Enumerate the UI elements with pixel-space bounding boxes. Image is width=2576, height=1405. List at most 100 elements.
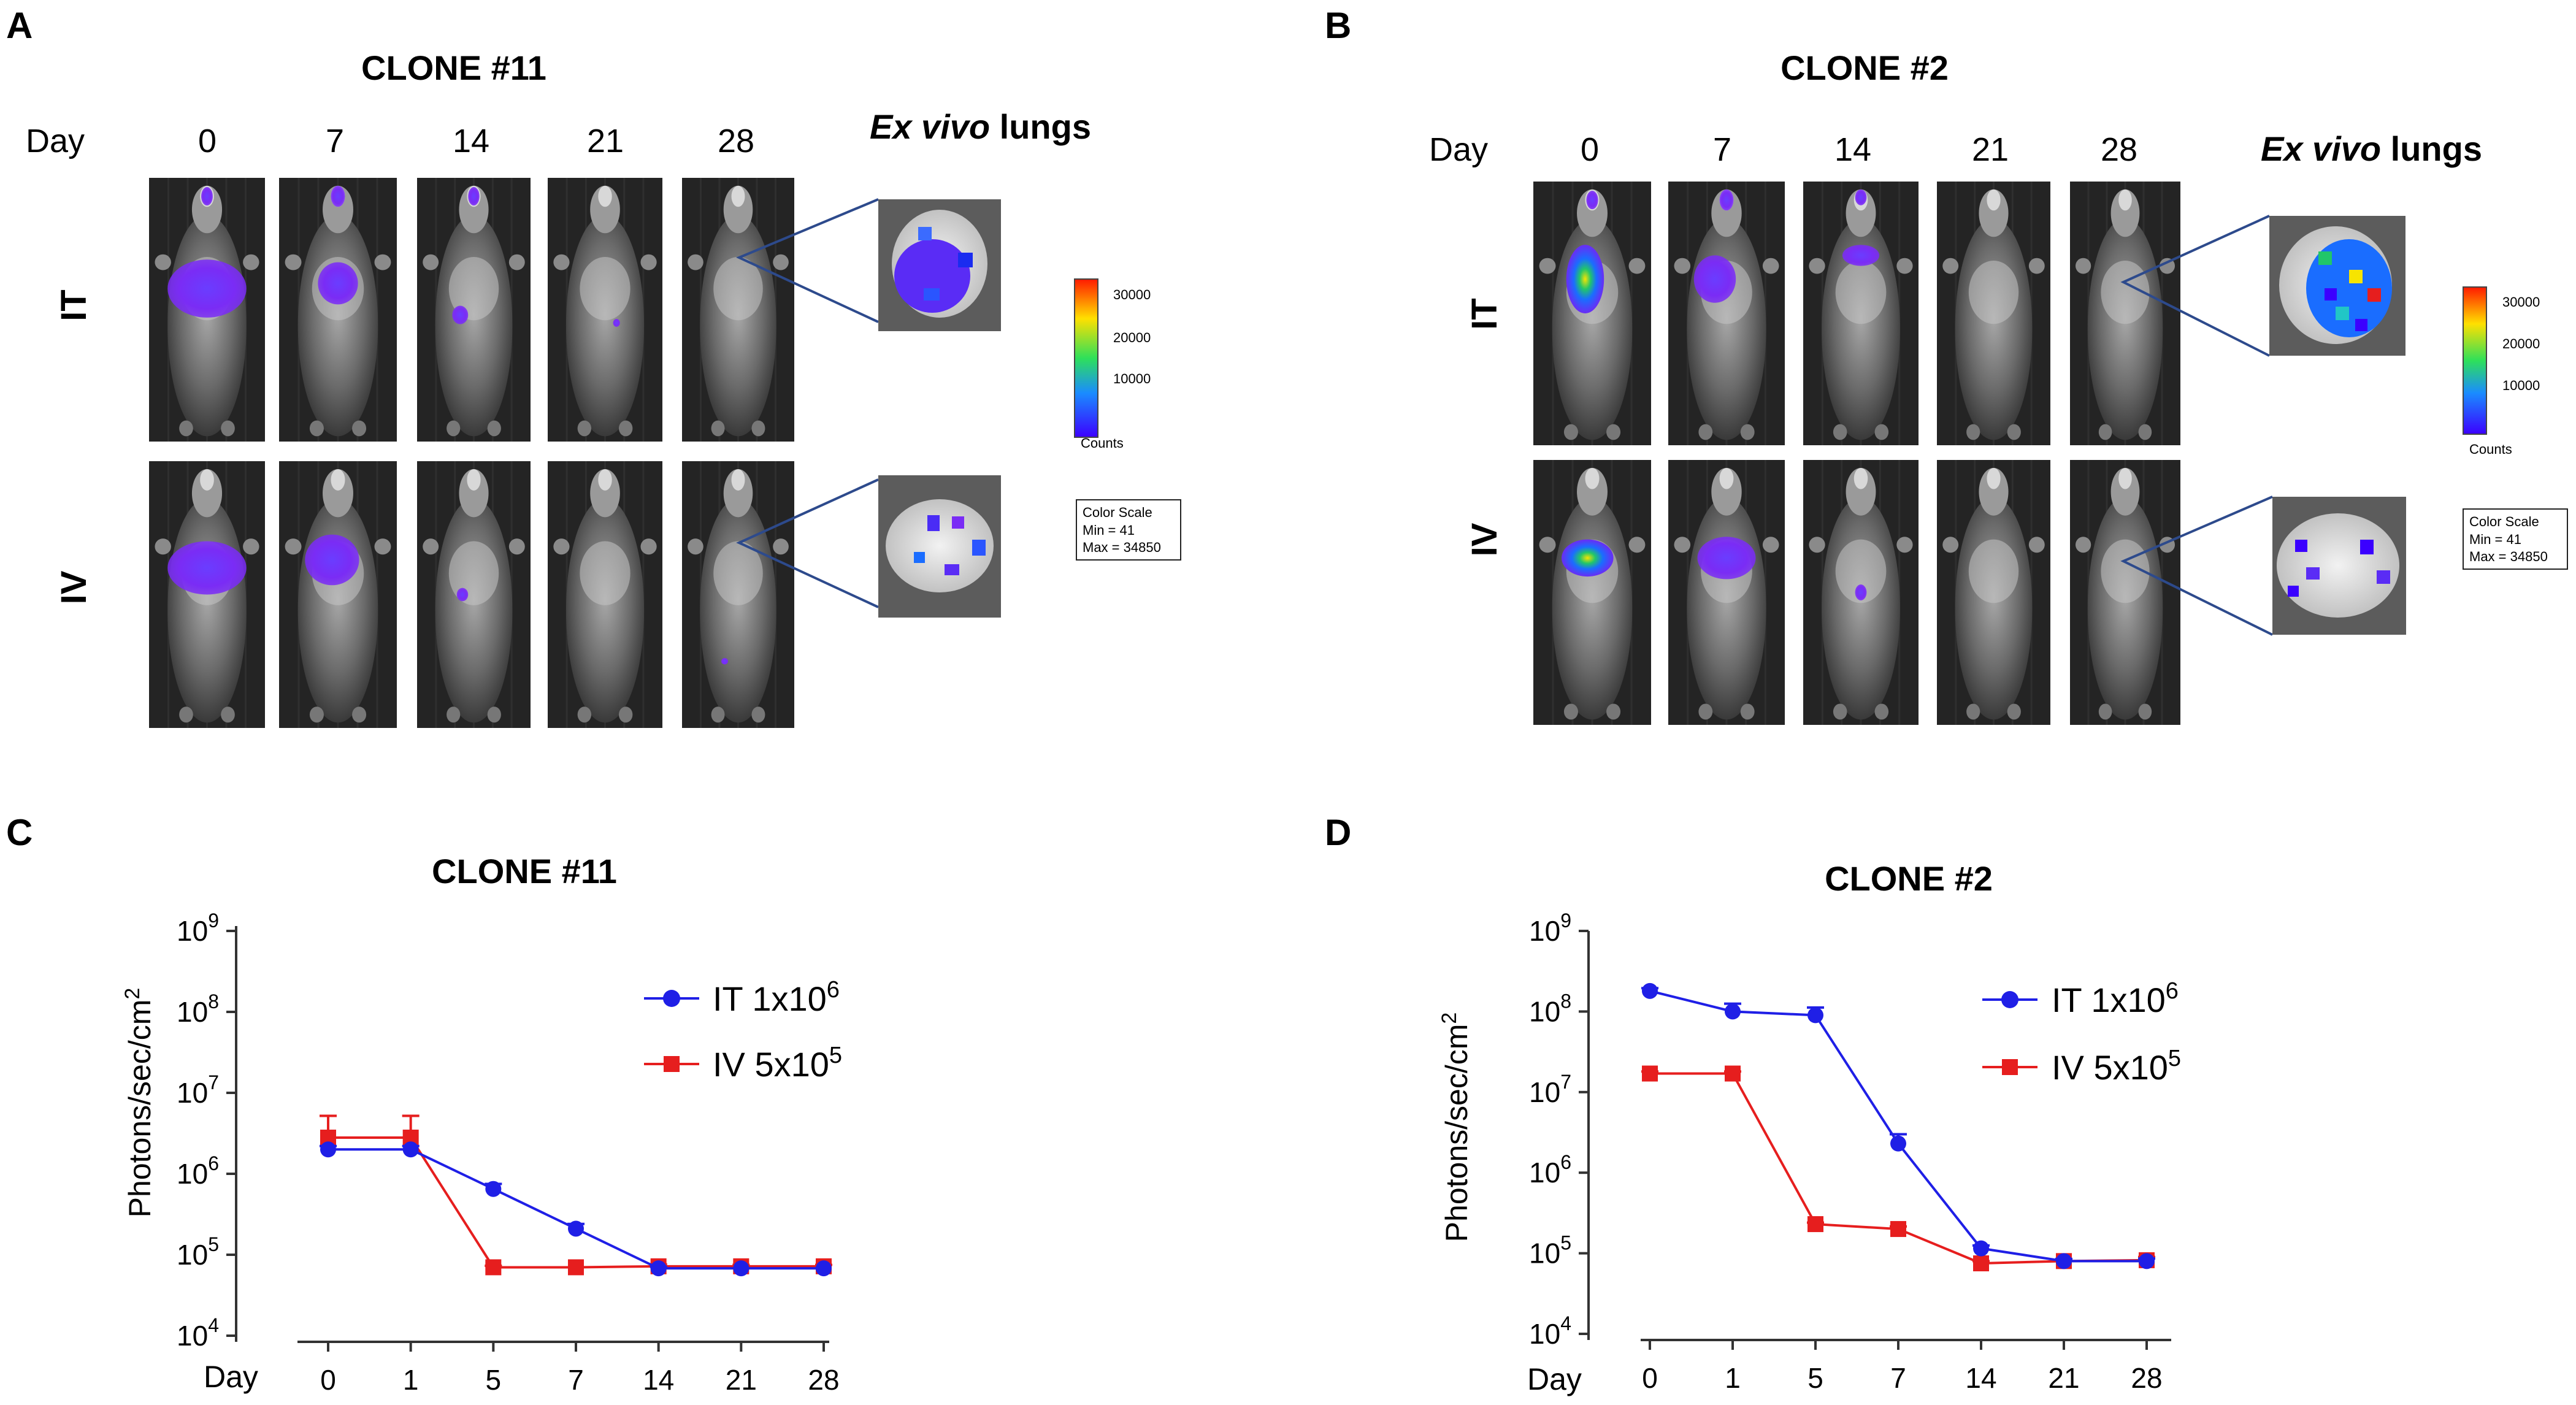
panel-a-day-7: 7 <box>326 123 344 159</box>
chart-c-it-point <box>568 1220 584 1237</box>
panel-b-route-it: IT <box>1465 298 1505 330</box>
panel-b-mouse-it-day-21 <box>1937 182 2050 445</box>
chart-d-ytick-label: 107 <box>1529 1071 1571 1108</box>
chart-c-xtick-label: 14 <box>643 1364 674 1396</box>
panel-a-ex-vivo-lung-iv <box>878 475 1001 618</box>
panel-a-mouse-it-day-7 <box>279 178 397 442</box>
chart-d-iv-point <box>1973 1255 1989 1272</box>
panel-a-mouse-it-day-28 <box>682 178 794 442</box>
panel-a-colorbar: 30000 20000 10000 Counts <box>1074 278 1151 451</box>
chart-d-it-point <box>1973 1240 1989 1257</box>
chart-c-ytick-label: 107 <box>177 1071 219 1109</box>
chart-d-xtick-label: 7 <box>1890 1362 1906 1394</box>
chart-d-it-point <box>1725 1003 1741 1020</box>
chart-d-ytick-label: 104 <box>1529 1312 1571 1350</box>
panel-b-ex-vivo-lung-it <box>2269 216 2405 356</box>
panel-b-ex-vivo-label: Ex vivo lungs <box>2261 129 2482 168</box>
panel-a: A CLONE #11 Day 0 7 14 21 28 Ex vivo lun… <box>6 5 1181 728</box>
chart-c-legend: IT 1x106 IV 5x105 <box>644 977 842 1084</box>
chart-c-xtick-label: 5 <box>486 1364 502 1396</box>
chart-c-it-point <box>320 1141 336 1158</box>
chart-d-iv-point <box>1890 1221 1906 1238</box>
panel-b-day-21: 21 <box>1972 131 2009 168</box>
chart-d-it-point <box>2056 1253 2072 1269</box>
panel-b-mouse-it-day-7 <box>1668 182 1785 445</box>
panel-a-route-it: IT <box>54 289 94 321</box>
chart-c-legend-it: IT 1x106 <box>713 977 840 1018</box>
panel-b-colorbar: 30000 20000 10000 Counts <box>2463 286 2540 457</box>
panel-a-mouse-it-day-14 <box>417 178 531 442</box>
panel-a-color-scale-max: Max = 34850 <box>1083 540 1161 555</box>
chart-d-xtick-label: 0 <box>1642 1362 1658 1394</box>
chart-d-yticks: 104 105 106 107 108 109 <box>1529 909 1589 1350</box>
panel-b-mouse-iv-day-28 <box>2070 460 2180 725</box>
panel-a-mouse-iv-day-14 <box>417 461 531 728</box>
panel-a-route-iv: IV <box>54 570 94 604</box>
chart-c-it-point <box>816 1260 832 1277</box>
panel-a-zoom-lines <box>736 198 879 608</box>
chart-c-legend-iv-marker <box>664 1056 680 1072</box>
panel-b-title: CLONE #2 <box>1781 48 1949 87</box>
panel-b-mouse-iv-day-0 <box>1533 460 1651 725</box>
panel-b-color-scale-min: Min = 41 <box>2469 532 2521 547</box>
chart-d-it-point <box>1890 1135 1906 1152</box>
chart-c-xtick-label: 28 <box>808 1364 839 1396</box>
chart-c-xtick-label: 1 <box>403 1364 419 1396</box>
chart-d-xtick-label: 21 <box>2048 1362 2079 1394</box>
panel-a-mouse-iv-day-7 <box>279 461 397 728</box>
panel-a-colorbar-tick-10000: 10000 <box>1113 371 1151 386</box>
chart-c-xtick-label: 0 <box>320 1364 336 1396</box>
chart-c-series-it-line <box>328 1148 824 1270</box>
panel-a-ex-vivo-lung-it <box>878 199 1001 331</box>
chart-c-yticks: 104 105 106 107 108 109 <box>177 909 236 1352</box>
panel-b-mouse-it-day-28 <box>2070 182 2180 445</box>
chart-d: CLONE #2 Photons/sec/cm2 104105106107108… <box>1438 859 2181 1396</box>
panel-b-mouse-it-day-0 <box>1533 182 1651 445</box>
chart-d-series-it-line <box>1649 989 2147 1263</box>
panel-a-mouse-iv-day-28 <box>682 461 794 728</box>
chart-d-iv-point <box>1642 1065 1658 1082</box>
panel-b-day-0: 0 <box>1581 131 1599 168</box>
chart-d-ytick-label: 109 <box>1529 909 1571 947</box>
panel-a-mouse-it-day-0 <box>149 178 265 442</box>
chart-c-iv-point <box>485 1259 502 1276</box>
chart-c-it-point <box>650 1260 667 1277</box>
chart-c-title: CLONE #11 <box>432 852 617 890</box>
chart-c-it-point <box>402 1141 419 1158</box>
panel-a-color-scale-title: Color Scale <box>1083 505 1152 520</box>
panel-a-colorbar-tick-20000: 20000 <box>1113 330 1151 345</box>
panel-a-mouse-grid <box>149 178 794 728</box>
panel-b-day-28: 28 <box>2101 131 2137 168</box>
panel-b-colorbar-tick-20000: 20000 <box>2502 336 2540 351</box>
panel-b-day-7: 7 <box>1713 131 1731 168</box>
chart-d-xticks: 0 1 5 7 14 21 28 <box>1642 1340 2163 1394</box>
chart-d-title: CLONE #2 <box>1825 859 1993 898</box>
panel-b-mouse-iv-day-14 <box>1803 460 1919 725</box>
chart-d-xtick-label: 5 <box>1807 1362 1823 1394</box>
panel-b-zoom-lines <box>2120 215 2273 636</box>
chart-c-it-point <box>733 1260 749 1277</box>
chart-c-ytick-label: 108 <box>177 990 219 1028</box>
panel-b-colorbar-tick-30000: 30000 <box>2502 294 2540 310</box>
chart-d-it-point <box>1807 1007 1823 1024</box>
panel-b-ex-vivo-lung-iv <box>2272 497 2406 635</box>
chart-d-xtick-label: 1 <box>1725 1362 1741 1394</box>
chart-c-iv-point <box>568 1259 584 1276</box>
panel-b-mouse-grid <box>1533 182 2180 725</box>
panel-b: B CLONE #2 Day 0 7 14 21 28 Ex vivo lung… <box>1325 5 2568 725</box>
panel-a-mouse-it-day-21 <box>548 178 662 442</box>
panel-letter-a: A <box>6 5 33 46</box>
panel-a-ex-vivo-label: Ex vivo lungs <box>870 107 1091 146</box>
panel-b-mouse-iv-day-21 <box>1937 460 2050 725</box>
chart-c-ytick-label: 106 <box>177 1152 219 1190</box>
chart-d-legend-iv-marker <box>2002 1059 2018 1075</box>
chart-d-ytick-label: 108 <box>1529 990 1571 1027</box>
panel-b-mouse-it-day-14 <box>1803 182 1919 445</box>
chart-d-xtick-label: 28 <box>2131 1362 2162 1394</box>
chart-c-marks <box>320 1114 832 1277</box>
chart-d-marks <box>1641 982 2155 1272</box>
chart-c-ytick-label: 104 <box>177 1314 219 1352</box>
panel-b-mouse-iv-day-7 <box>1668 460 1785 725</box>
panel-a-mouse-iv-day-0 <box>149 461 265 728</box>
